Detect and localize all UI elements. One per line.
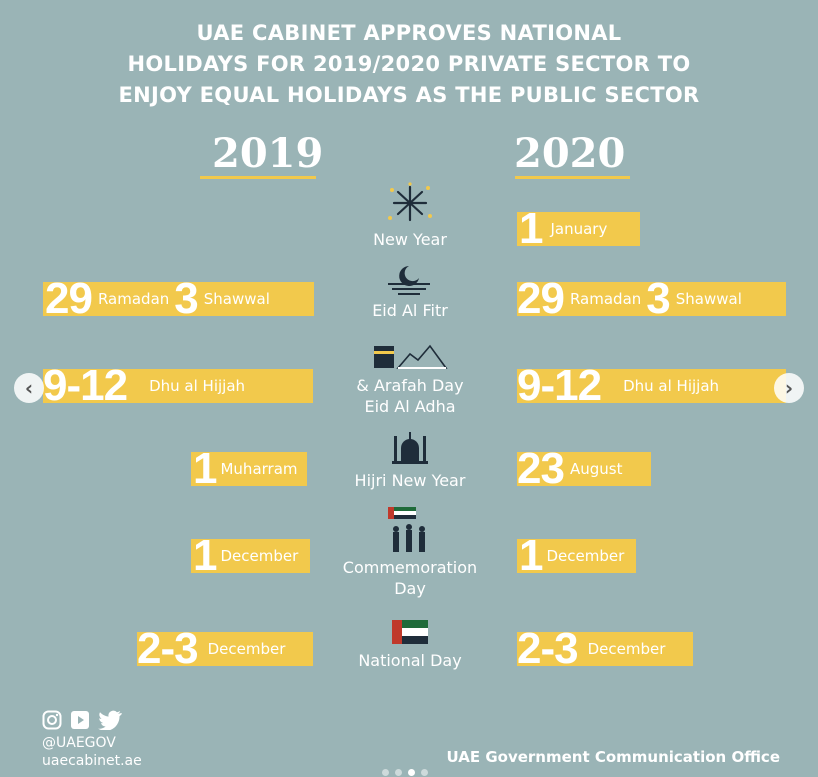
- title-line: ENJOY EQUAL HOLIDAYS AS THE PUBLIC SECTO…: [118, 83, 700, 107]
- holiday-name-national-day: National Day: [358, 651, 462, 670]
- date-2020-eid-al-fitr: 29 Ramadan 3 Shawwal: [517, 274, 786, 323]
- date-2019-commemoration-day: 1 December: [191, 531, 310, 580]
- date-number: 9-12: [517, 361, 602, 410]
- carousel-prev-button[interactable]: ‹: [14, 373, 44, 403]
- youtube-icon[interactable]: [70, 710, 90, 730]
- mosque-icon: [392, 432, 428, 464]
- kaaba-icon: [374, 344, 448, 369]
- date-2019-eid-al-fitr: 29 Ramadan 3 Shawwal: [43, 274, 314, 323]
- soldiers-flag-icon: [388, 507, 425, 552]
- holiday-name-commemoration-day: Commemoration Day: [342, 558, 478, 598]
- date-number: 1: [519, 204, 544, 253]
- date-number: 23: [517, 444, 565, 493]
- date-number: 1: [193, 531, 218, 580]
- carousel-dot-active[interactable]: [408, 769, 415, 776]
- crescent-moon-icon: [388, 266, 430, 295]
- date-number: 9-12: [43, 361, 128, 410]
- holiday-name-hijri-new-year: Hijri New Year: [354, 471, 466, 490]
- date-month: January: [550, 220, 608, 238]
- date-month: Muharram: [220, 460, 298, 478]
- carousel-dot[interactable]: [382, 769, 389, 776]
- date-2019-national-day: 2-3 December: [137, 624, 313, 673]
- date-month: December: [546, 547, 625, 565]
- carousel-next-button[interactable]: ›: [774, 373, 804, 403]
- date-month: Shawwal: [675, 290, 742, 308]
- social-icons: [42, 710, 122, 730]
- year-2020-underline: [515, 176, 630, 179]
- title-line: HOLIDAYS FOR 2019/2020 PRIVATE SECTOR TO: [127, 52, 691, 76]
- fireworks-icon: [388, 182, 432, 222]
- date-number: 29: [45, 274, 93, 323]
- year-2019-heading: 2019: [212, 130, 324, 177]
- year-2020-heading: 2020: [514, 130, 626, 177]
- website-link[interactable]: uaecabinet.ae: [42, 753, 142, 769]
- instagram-icon[interactable]: [42, 710, 62, 730]
- holiday-name-eid-al-fitr: Eid Al Fitr: [372, 301, 448, 320]
- date-month: Shawwal: [203, 290, 270, 308]
- holiday-name-eid-al-adha: & Arafah Day Eid Al Adha: [356, 376, 464, 416]
- uae-flag-icon: [392, 620, 428, 644]
- date-number: 2-3: [517, 624, 579, 673]
- date-2020-hijri-new-year: 23 August: [517, 444, 651, 493]
- carousel-dots: [382, 769, 428, 776]
- date-2020-national-day: 2-3 December: [517, 624, 693, 673]
- year-2019-underline: [200, 176, 316, 179]
- date-month: Ramadan: [97, 290, 170, 308]
- social-handle: @UAEGOV: [42, 735, 116, 751]
- date-number: 29: [517, 274, 565, 323]
- date-month: December: [207, 640, 286, 658]
- date-month: Ramadan: [569, 290, 642, 308]
- date-number: 1: [519, 531, 544, 580]
- date-2020-commemoration-day: 1 December: [517, 531, 636, 580]
- date-month: Dhu al Hijjah: [623, 377, 720, 395]
- twitter-icon[interactable]: [98, 710, 122, 730]
- carousel-dot[interactable]: [421, 769, 428, 776]
- date-2020-new-year: 1 January: [517, 204, 640, 253]
- date-2019-hijri-new-year: 1 Muharram: [191, 444, 307, 493]
- date-number: 2-3: [137, 624, 199, 673]
- date-number: 3: [646, 274, 671, 323]
- date-month: December: [587, 640, 666, 658]
- date-2019-eid-al-adha: 9-12 Dhu al Hijjah: [43, 361, 313, 410]
- title-line: UAE CABINET APPROVES NATIONAL: [196, 21, 622, 45]
- date-number: 1: [193, 444, 218, 493]
- date-month: December: [220, 547, 299, 565]
- office-name: UAE Government Communication Office: [446, 748, 780, 766]
- date-month: August: [569, 460, 623, 478]
- page-title: UAE CABINET APPROVES NATIONAL HOLIDAYS F…: [0, 18, 818, 111]
- date-month: Dhu al Hijjah: [149, 377, 246, 395]
- carousel-dot[interactable]: [395, 769, 402, 776]
- date-number: 3: [174, 274, 199, 323]
- date-2020-eid-al-adha: 9-12 Dhu al Hijjah: [517, 361, 786, 410]
- holiday-name-new-year: New Year: [373, 230, 447, 249]
